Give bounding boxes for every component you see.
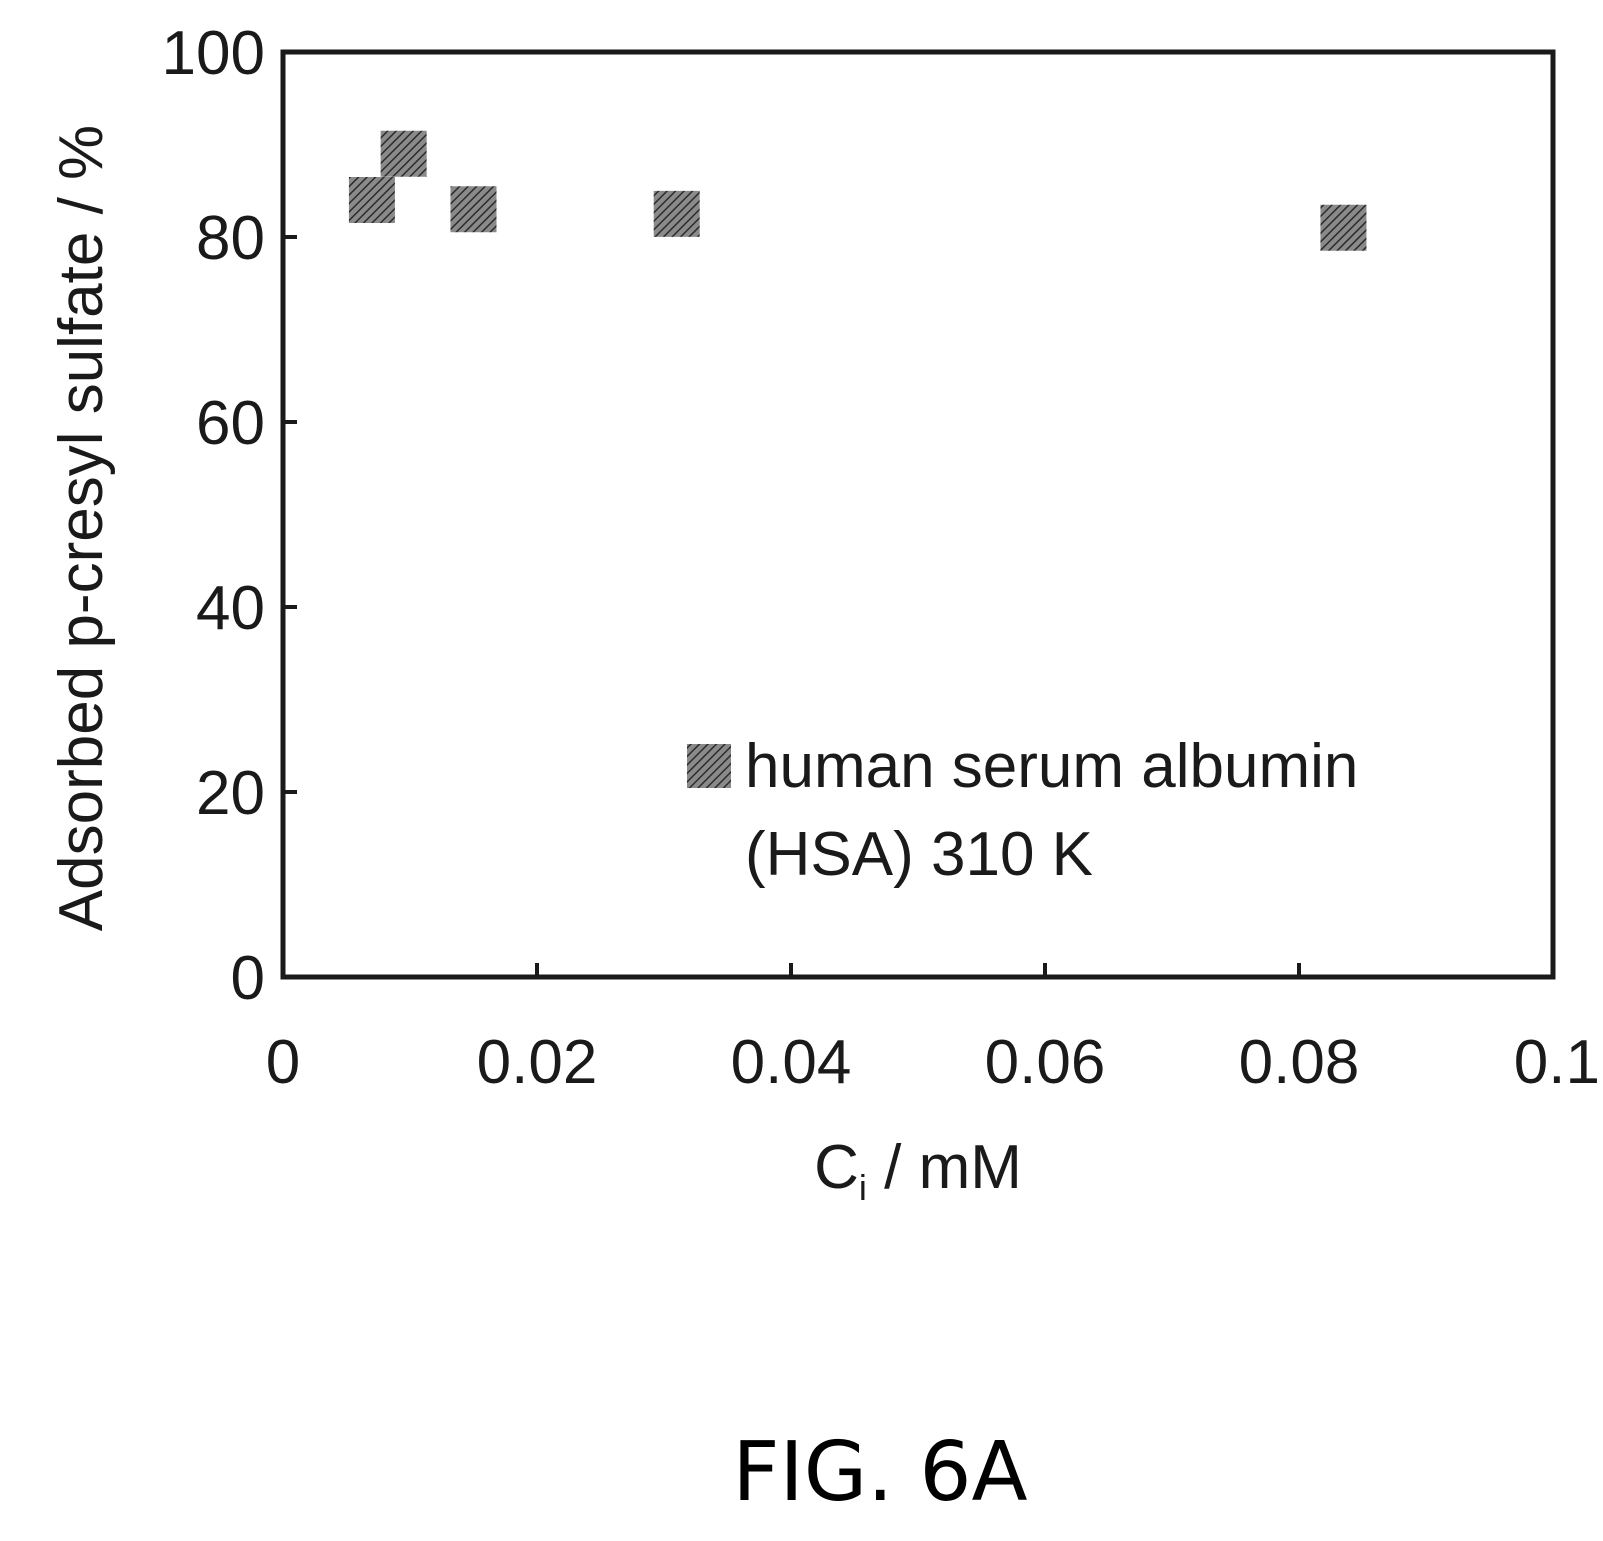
x-axis-ticks (535, 963, 1301, 977)
x-axis-title-unit: / mM (867, 1133, 1022, 1202)
y-tick-label: 40 (196, 574, 265, 643)
x-tick-label: 0.06 (985, 1028, 1106, 1097)
legend-marker (687, 744, 731, 788)
y-axis-title: Adsorbed p-cresyl sulfate / % (47, 125, 116, 931)
data-point (348, 177, 395, 223)
x-tick-label: 0.02 (477, 1028, 598, 1097)
legend: human serum albumin (HSA) 310 K (687, 732, 1358, 889)
y-axis-tick-labels: 0 20 40 60 80 100 (162, 19, 265, 1013)
x-tick-label: 0 (266, 1028, 300, 1097)
figure-caption: FIG. 6A (732, 1425, 1027, 1520)
x-axis-tick-labels: 0 0.02 0.04 0.06 0.08 0.1 (266, 1028, 1600, 1097)
data-points (348, 130, 1367, 251)
x-tick-label: 0.08 (1239, 1028, 1360, 1097)
plot-frame (280, 49, 1556, 980)
y-tick-label: 60 (196, 389, 265, 458)
legend-label-line-2: (HSA) 310 K (745, 820, 1093, 889)
data-point (653, 190, 700, 237)
x-axis-title: Ci / mM (814, 1133, 1022, 1208)
data-point (1320, 204, 1367, 251)
x-tick-label: 0.1 (1514, 1028, 1600, 1097)
y-tick-label: 20 (196, 759, 265, 828)
y-tick-label: 80 (196, 204, 265, 273)
data-point (380, 130, 427, 177)
x-axis-title-main: C (814, 1133, 859, 1202)
x-tick-label: 0.04 (731, 1028, 852, 1097)
data-point (450, 186, 497, 233)
x-axis-title-subscript: i (859, 1167, 867, 1208)
legend-label-line-1: human serum albumin (745, 732, 1358, 801)
y-axis-ticks (283, 235, 297, 794)
y-tick-label: 0 (231, 944, 265, 1013)
y-tick-label: 100 (162, 19, 265, 88)
